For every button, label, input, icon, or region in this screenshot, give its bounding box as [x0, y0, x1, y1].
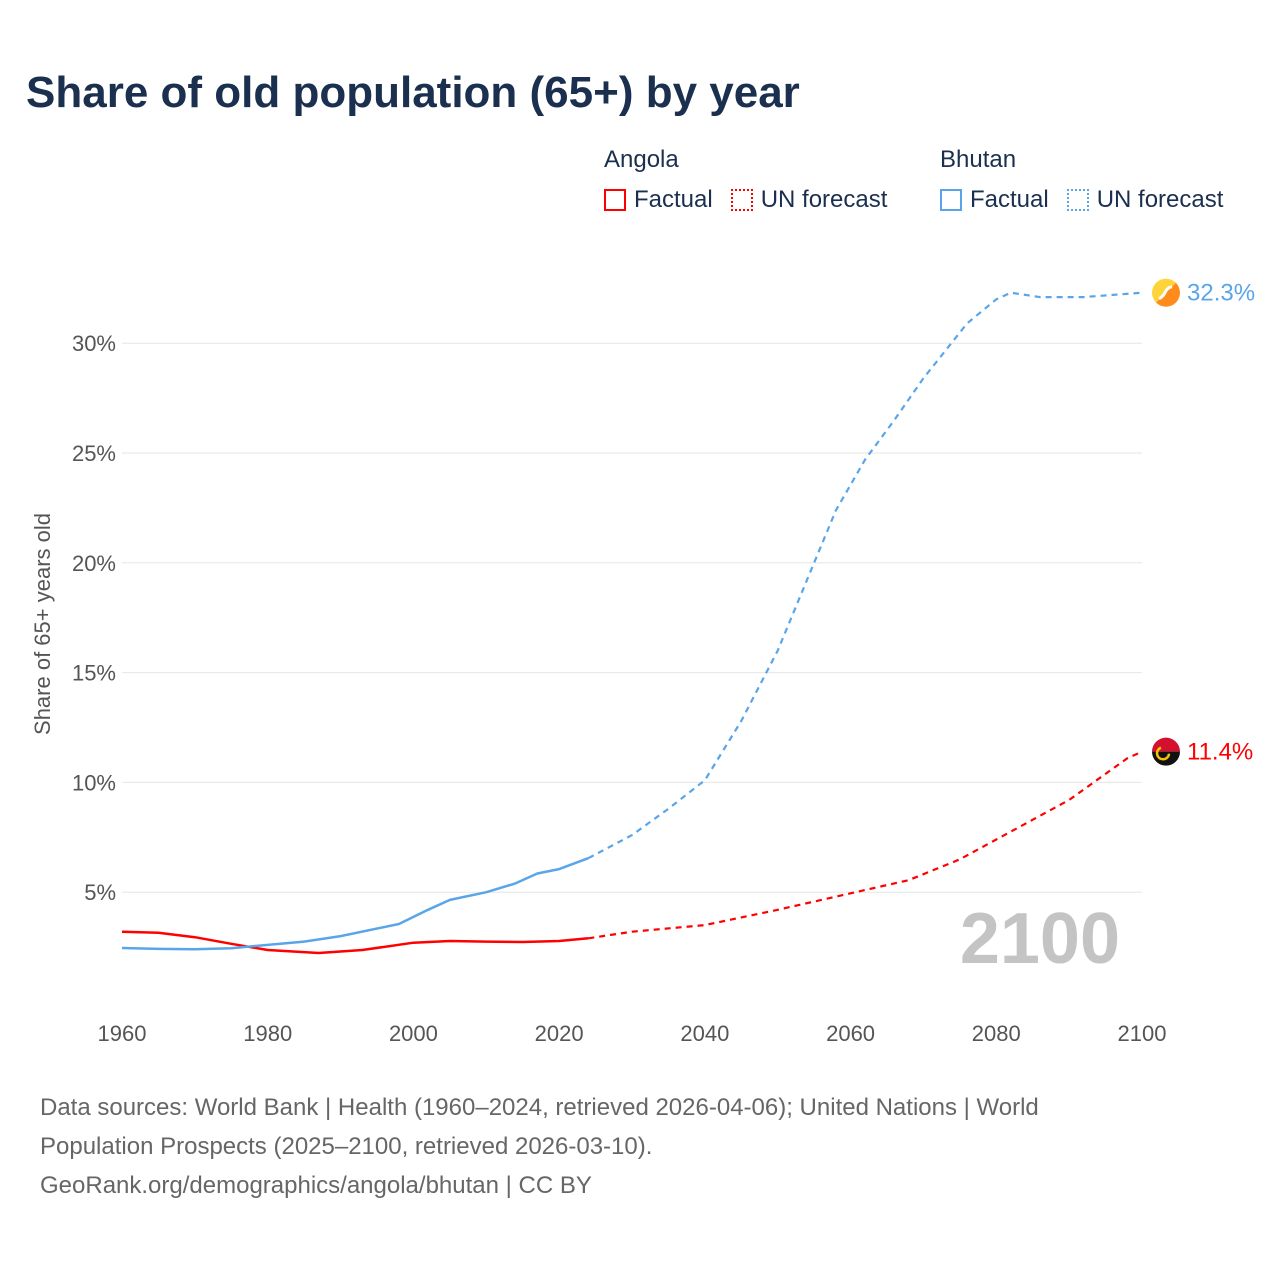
x-tick-label: 2080: [972, 1021, 1021, 1046]
bhutan-flag-icon: [1152, 278, 1180, 307]
legend-label[interactable]: UN forecast: [760, 186, 888, 213]
angola-factual-line: [121, 930, 589, 955]
bhutan-end-label: 32.3%: [1187, 280, 1255, 307]
y-axis-label: Share of 65+ years old: [30, 513, 55, 735]
chart-title: Share of old population (65+) by year: [26, 68, 800, 117]
bhutan-forecast-line: [587, 291, 1143, 860]
legend-swatch-factual: [940, 189, 962, 211]
legend-label[interactable]: Factual: [634, 186, 713, 213]
legend-swatch-factual: [604, 189, 626, 211]
angola-forecast-line: [588, 750, 1143, 940]
y-tick-label: 10%: [72, 770, 116, 795]
year-watermark: 2100: [960, 899, 1120, 979]
legend-label[interactable]: Factual: [970, 186, 1049, 213]
y-tick-label: 15%: [72, 661, 116, 686]
y-tick-label: 25%: [72, 441, 116, 466]
y-tick-label: 20%: [72, 551, 116, 576]
y-tick-label: 30%: [72, 331, 116, 356]
footer-sources-2: Population Prospects (2025–2100, retriev…: [40, 1133, 653, 1160]
bhutan-factual-line: [121, 857, 589, 951]
x-tick-label: 2100: [1118, 1021, 1167, 1046]
legend-angola-items: Factual UN forecast: [604, 186, 887, 214]
footer-sources-1: Data sources: World Bank | Health (1960–…: [40, 1094, 1039, 1121]
legend-group-bhutan: Bhutan: [940, 146, 1017, 173]
footer: Data sources: World Bank | Health (1960–…: [40, 1088, 1240, 1205]
x-tick-label: 2020: [535, 1021, 584, 1046]
x-tick-label: 2040: [680, 1021, 729, 1046]
x-tick-label: 1960: [98, 1021, 147, 1046]
x-tick-label: 1980: [243, 1021, 292, 1046]
legend-swatch-forecast: [730, 189, 753, 211]
footer-link[interactable]: GeoRank.org/demographics/angola/bhutan |…: [40, 1172, 592, 1199]
angola-flag-icon: [1152, 737, 1181, 766]
y-tick-label: 5%: [84, 880, 116, 905]
legend-bhutan-items: Factual UN forecast: [940, 186, 1223, 214]
angola-end-label: 11.4%: [1187, 739, 1253, 766]
legend-group-angola: Angola: [604, 146, 679, 173]
x-tick-label: 2000: [389, 1021, 438, 1046]
legend-label[interactable]: UN forecast: [1096, 186, 1224, 213]
legend-swatch-forecast: [1066, 189, 1089, 211]
x-tick-label: 2060: [826, 1021, 875, 1046]
